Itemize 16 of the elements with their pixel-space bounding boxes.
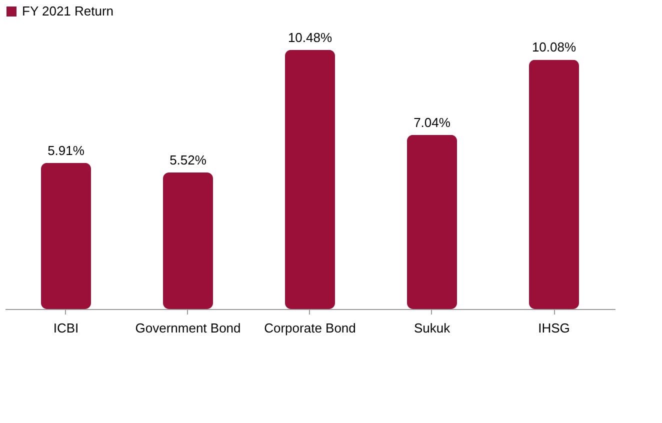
- bar: [529, 60, 579, 309]
- x-tick-label: Sukuk: [414, 320, 451, 336]
- bar: [407, 134, 457, 309]
- data-label: 5.52%: [170, 152, 207, 168]
- x-tick-label: ICBI: [53, 320, 79, 336]
- x-tick-label: Corporate Bond: [264, 320, 356, 336]
- x-tick-label: IHSG: [538, 320, 570, 336]
- data-label: 5.91%: [48, 142, 85, 158]
- data-label: 10.08%: [532, 40, 576, 55]
- bar: [163, 172, 213, 309]
- bar: [41, 162, 91, 309]
- data-label: 7.04%: [414, 114, 451, 130]
- legend-label: FY 2021 Return: [22, 4, 114, 18]
- x-tick-label: Government Bond: [135, 320, 241, 336]
- bar: [285, 50, 335, 309]
- data-label: 10.48%: [288, 30, 332, 45]
